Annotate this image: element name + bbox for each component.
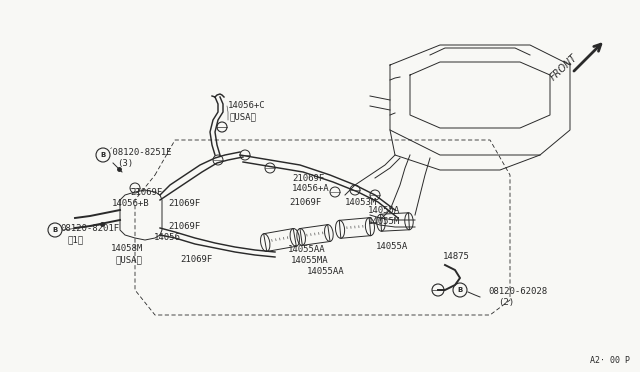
Bar [339,218,371,238]
Text: 14056+B: 14056+B [112,199,150,208]
Text: 〈USA〉: 〈USA〉 [115,255,142,264]
Text: 、1。: 、1。 [68,235,84,244]
Text: 21069F: 21069F [289,198,321,207]
Text: 21069F: 21069F [168,222,200,231]
Text: A2· 00 P: A2· 00 P [590,356,630,365]
Text: ´08120-8251E: ´08120-8251E [108,148,173,157]
Text: 14055AA: 14055AA [288,245,326,254]
Text: (3): (3) [117,159,133,168]
Bar [300,225,330,246]
Text: 14875: 14875 [443,252,470,261]
Text: (2): (2) [498,298,514,307]
Bar [264,228,296,251]
Text: 〈USA〉: 〈USA〉 [229,112,256,121]
Text: B: B [458,287,463,293]
Text: 14053M: 14053M [345,198,377,207]
Text: 14058M: 14058M [111,244,143,253]
Text: 14055A: 14055A [376,242,408,251]
Text: 14056: 14056 [154,233,181,242]
Text: B: B [52,227,58,233]
Text: 14055AA: 14055AA [307,267,344,276]
Text: 14056+A: 14056+A [292,184,330,193]
Text: B: B [100,152,106,158]
Text: 14056+C: 14056+C [228,101,266,110]
Text: 21069F: 21069F [168,199,200,208]
Bar [381,213,410,231]
Text: 14055M: 14055M [368,217,400,226]
Text: FRONT: FRONT [548,52,579,82]
Text: 14055MA: 14055MA [291,256,328,265]
Text: 08120-62028: 08120-62028 [488,287,547,296]
Text: 08120-8201F: 08120-8201F [60,224,119,233]
Text: 21069F: 21069F [292,174,324,183]
Text: 21069F: 21069F [130,188,163,197]
Text: 21069F: 21069F [180,255,212,264]
Text: 14055A: 14055A [368,206,400,215]
